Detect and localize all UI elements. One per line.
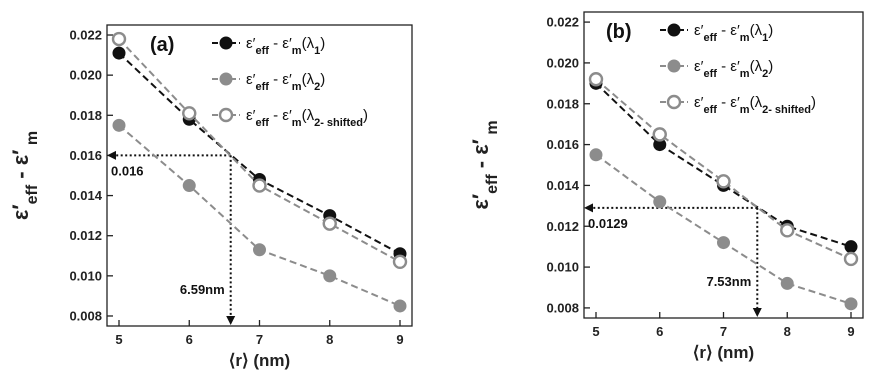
- y-axis-title: ε′eff - ε′ m: [8, 131, 41, 220]
- data-point: [717, 236, 730, 250]
- annotation-y-value: 0.0129: [588, 216, 628, 231]
- x-tick-label: 6: [186, 332, 193, 347]
- y-tick-label: 0.022: [546, 15, 579, 30]
- data-point: [589, 148, 603, 162]
- arrow-head-left: [584, 203, 593, 213]
- data-point: [182, 106, 197, 121]
- legend-marker: [218, 107, 234, 123]
- arrow-head-down: [752, 308, 762, 317]
- y-tick-label: 0.012: [69, 228, 102, 243]
- y-tick-label: 0.016: [546, 137, 579, 152]
- legend-marker: [667, 59, 681, 73]
- arrow-head-down: [226, 316, 236, 325]
- y-tick-label: 0.018: [546, 96, 579, 111]
- series-line-3: [118, 38, 401, 263]
- data-point: [112, 46, 126, 60]
- legend-label: ε′eff - ε′m(λ1): [694, 22, 773, 44]
- y-tick-label: 0.022: [69, 28, 102, 43]
- chart-panel-b: 0.008 0.010 0.012 0.014 0.016 0.018 0.020 0.022…: [468, 11, 864, 362]
- series-line-3: [595, 78, 852, 260]
- y-tick-label: 0.018: [69, 108, 102, 123]
- y-tick-label: 0.012: [546, 219, 579, 234]
- annotation-x-value: 6.59nm: [180, 282, 225, 297]
- series-line-2: [118, 124, 401, 307]
- x-tick-label: 6: [656, 324, 663, 339]
- legend-label: ε′eff - ε′m(λ2- shifted): [246, 107, 368, 129]
- y-tick-label: 0.020: [69, 68, 102, 83]
- series-line-1: [595, 82, 852, 248]
- arrow-head-left: [107, 150, 116, 160]
- x-tick-label: 5: [115, 332, 122, 347]
- y-tick-label: 0.014: [546, 178, 579, 193]
- legend-marker: [219, 72, 233, 86]
- legend-label: ε′eff - ε′m(λ2- shifted): [694, 94, 816, 116]
- legend-label: ε′eff - ε′m(λ2): [246, 71, 325, 93]
- legend-marker: [667, 23, 681, 37]
- x-tick-label: 9: [847, 324, 854, 339]
- x-tick-label: 7: [720, 324, 727, 339]
- data-point: [393, 299, 407, 313]
- data-point: [843, 251, 859, 267]
- legend-marker: [666, 94, 682, 110]
- data-point: [588, 72, 604, 87]
- y-tick-label: 0.014: [69, 188, 102, 203]
- y-tick-label: 0.010: [69, 268, 102, 283]
- x-tick-label: 8: [326, 332, 333, 347]
- data-point: [716, 174, 731, 189]
- data-point: [844, 297, 858, 311]
- legend-label: ε′eff - ε′m(λ2): [694, 58, 773, 80]
- y-axis-title: ε′eff - ε′ m: [468, 120, 501, 209]
- data-point: [653, 195, 667, 209]
- x-tick-label: 5: [592, 324, 599, 339]
- y-tick-label: 0.016: [69, 148, 102, 163]
- data-point: [112, 118, 126, 132]
- data-point: [322, 216, 337, 231]
- chart-panel-a: 0.008 0.010 0.012 0.014 0.016 0.018 0.020 0.022…: [8, 24, 413, 370]
- y-tick-label: 0.008: [546, 300, 579, 315]
- annotation-x-value: 7.53nm: [706, 274, 751, 289]
- data-point: [392, 254, 408, 269]
- data-point: [253, 243, 266, 257]
- data-point: [844, 240, 858, 254]
- data-point: [182, 179, 196, 193]
- annotation-y-value: 0.016: [111, 163, 144, 178]
- x-axis-title: ⟨r⟩ (nm): [693, 343, 754, 362]
- data-point: [323, 269, 337, 283]
- data-point: [111, 31, 127, 47]
- y-tick-label: 0.020: [546, 55, 579, 70]
- legend-label: ε′eff - ε′m(λ1): [246, 35, 325, 57]
- x-tick-label: 8: [784, 324, 791, 339]
- data-point: [252, 178, 267, 193]
- data-point: [652, 127, 667, 142]
- x-tick-label: 9: [396, 332, 403, 347]
- legend-marker: [219, 36, 233, 50]
- x-tick-label: 7: [256, 332, 263, 347]
- panel-label: (a): [150, 34, 174, 56]
- y-tick-label: 0.008: [69, 308, 102, 323]
- x-axis-title: ⟨r⟩ (nm): [229, 351, 290, 370]
- data-point: [780, 276, 794, 290]
- data-point: [780, 223, 795, 238]
- y-tick-label: 0.010: [546, 260, 579, 275]
- panel-label: (b): [606, 21, 632, 43]
